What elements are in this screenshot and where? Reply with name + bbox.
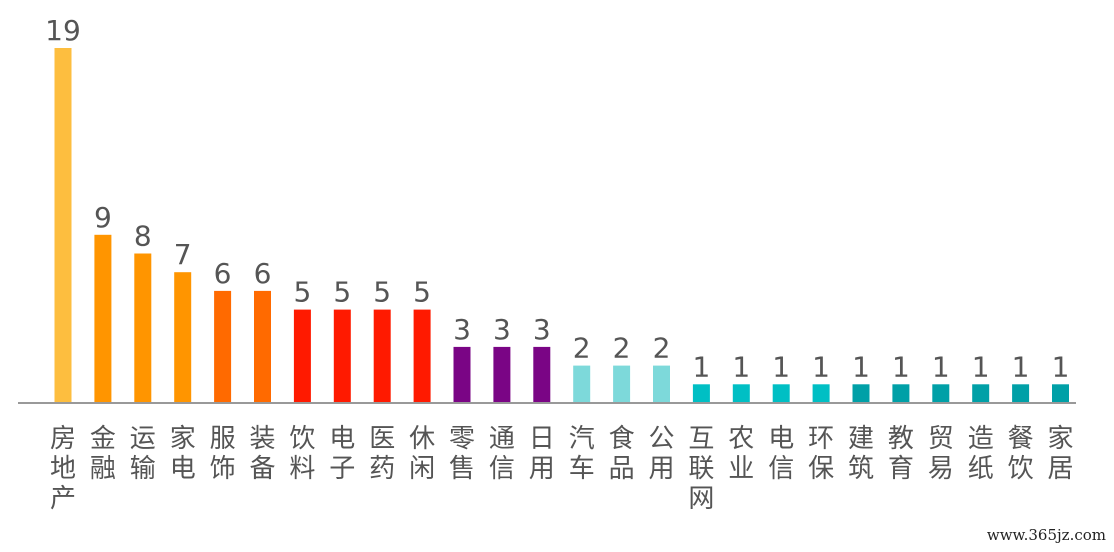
category-label-9: 休闲 (409, 424, 435, 484)
bar-6 (293, 309, 311, 403)
value-label-24: 1 (1012, 350, 1030, 383)
category-label-10: 零售 (449, 424, 475, 484)
category-label-11: 通信 (489, 424, 515, 484)
bar-11 (493, 346, 511, 403)
category-label-12: 日用 (529, 424, 555, 484)
bar-10 (453, 346, 471, 403)
value-label-5: 6 (254, 257, 272, 290)
value-label-12: 3 (533, 313, 551, 346)
bar-5 (254, 290, 271, 403)
value-label-23: 1 (972, 350, 990, 383)
bar-19 (812, 384, 830, 403)
category-label-21: 教育 (888, 424, 914, 484)
value-label-18: 1 (772, 350, 790, 383)
bar-25 (1052, 384, 1069, 403)
category-label-0: 房地产 (50, 424, 76, 514)
category-label-5: 装备 (249, 424, 275, 484)
value-label-3: 7 (174, 238, 192, 271)
bar-12 (533, 346, 551, 403)
category-label-15: 公用 (648, 424, 674, 484)
value-label-2: 8 (134, 220, 152, 253)
bar-3 (174, 272, 192, 403)
watermark-text: www.365jz.com (986, 526, 1106, 544)
bar-20 (852, 384, 870, 403)
value-label-11: 3 (493, 313, 511, 346)
category-label-4: 服饰 (210, 424, 236, 484)
value-label-25: 1 (1052, 350, 1070, 383)
category-label-23: 造纸 (968, 424, 994, 484)
value-label-17: 1 (732, 350, 750, 383)
value-label-15: 2 (653, 332, 671, 365)
category-label-7: 电子 (329, 424, 355, 484)
category-label-6: 饮料 (289, 424, 315, 484)
value-label-14: 2 (613, 332, 631, 365)
bar-13 (573, 365, 591, 403)
bar-18 (772, 384, 790, 403)
value-label-10: 3 (453, 313, 471, 346)
bar-16 (692, 384, 710, 403)
category-label-3: 家电 (170, 424, 196, 484)
category-label-14: 食品 (609, 424, 635, 484)
value-label-1: 9 (94, 201, 112, 234)
bar-0 (54, 48, 72, 403)
category-label-20: 建筑 (848, 424, 874, 484)
category-label-24: 餐饮 (1008, 424, 1034, 484)
category-labels-group: 房地产金融运输家电服饰装备饮料电子医药休闲零售通信日用汽车食品公用互联网农业电信… (50, 424, 1074, 514)
bar-22 (932, 384, 950, 403)
bar-2 (134, 253, 152, 403)
value-label-7: 5 (333, 276, 351, 309)
bars-group (54, 48, 1069, 403)
bar-8 (373, 309, 391, 403)
value-label-21: 1 (892, 350, 910, 383)
category-label-19: 环保 (808, 424, 834, 484)
category-label-25: 家居 (1047, 424, 1073, 484)
category-label-18: 电信 (768, 424, 794, 484)
category-label-1: 金融 (90, 424, 116, 484)
bar-23 (972, 384, 990, 403)
value-label-0: 19 (45, 14, 81, 47)
value-label-22: 1 (932, 350, 950, 383)
bar-17 (732, 384, 750, 403)
bar-21 (892, 384, 910, 403)
bar-1 (94, 234, 112, 403)
bar-14 (613, 365, 631, 403)
value-label-20: 1 (852, 350, 870, 383)
value-label-6: 5 (293, 276, 311, 309)
category-label-17: 农业 (728, 424, 754, 484)
bar-4 (214, 290, 232, 403)
value-label-4: 6 (214, 257, 232, 290)
value-label-8: 5 (373, 276, 391, 309)
value-label-13: 2 (573, 332, 591, 365)
bar-24 (1012, 384, 1030, 403)
category-label-13: 汽车 (569, 424, 595, 484)
value-label-9: 5 (413, 276, 431, 309)
bar-9 (413, 309, 431, 403)
value-label-19: 1 (812, 350, 830, 383)
bar-7 (333, 309, 351, 403)
bar-15 (653, 365, 670, 403)
category-label-8: 医药 (369, 424, 395, 484)
category-label-22: 贸易 (928, 424, 954, 484)
value-label-16: 1 (692, 350, 710, 383)
category-label-2: 运输 (130, 424, 156, 484)
category-label-16: 互联网 (688, 424, 714, 514)
